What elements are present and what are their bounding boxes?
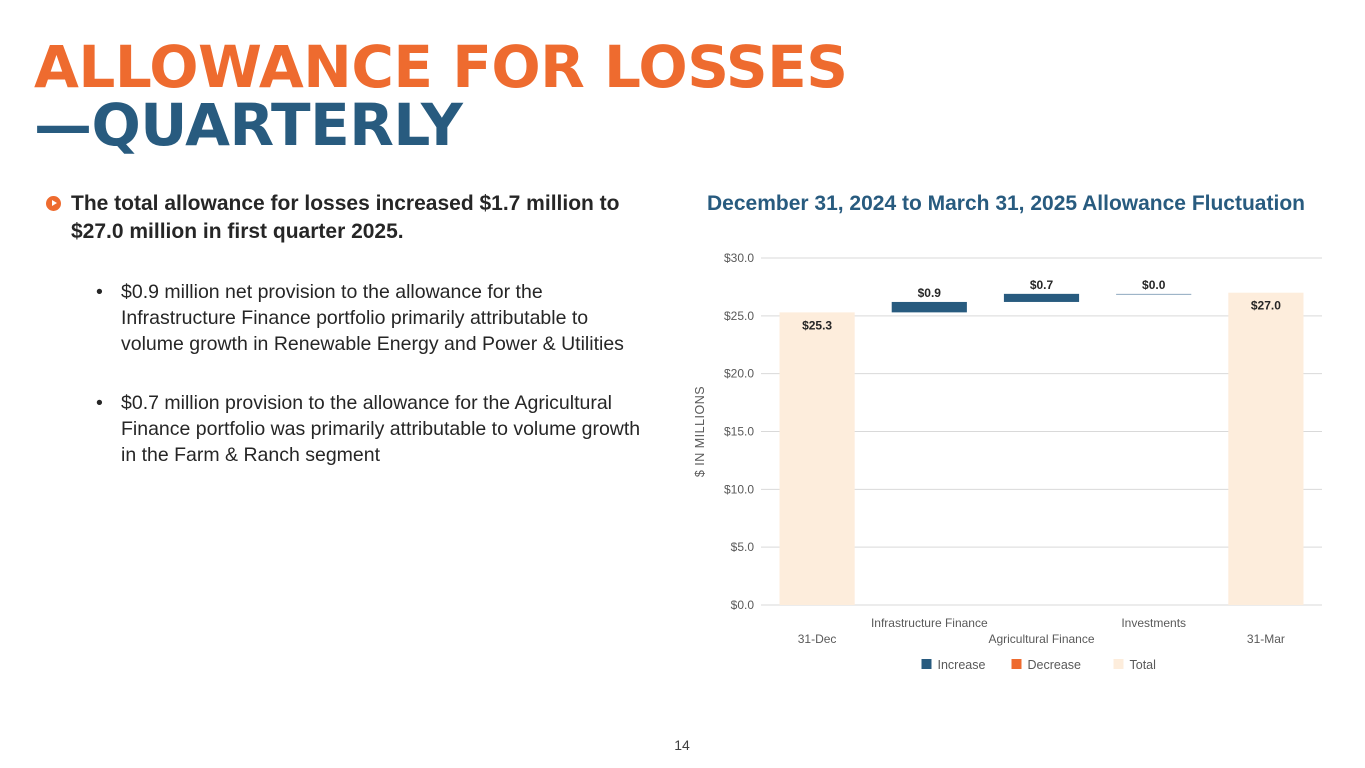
- sub-bullet: • $0.9 million net provision to the allo…: [46, 279, 646, 357]
- y-tick-label: $25.0: [724, 309, 754, 323]
- bullet-dot: •: [96, 392, 103, 414]
- y-tick-label: $5.0: [731, 540, 755, 554]
- legend-label: Increase: [938, 658, 986, 672]
- page-title: ALLOWANCE FOR LOSSES —QUARTERLY: [34, 38, 848, 154]
- y-tick-label: $10.0: [724, 482, 754, 496]
- increase-bar: [1116, 293, 1192, 295]
- x-tick-label: 31-Mar: [1247, 632, 1285, 646]
- increase-bar: [1003, 293, 1080, 302]
- chart-title: December 31, 2024 to March 31, 2025 Allo…: [707, 192, 1305, 215]
- legend-label: Total: [1130, 658, 1156, 672]
- waterfall-chart: $0.0 $5.0 $10.0 $15.0 $20.0 $25.0 $30.0 $ IN MI…: [693, 251, 1322, 672]
- data-label: $0.7: [1030, 278, 1054, 292]
- sub-bullet-text: $0.9 million net provision to the allowa…: [121, 281, 624, 355]
- total-bar: [1228, 292, 1304, 605]
- play-circle-icon: [46, 196, 61, 211]
- legend-swatch: [1113, 659, 1124, 669]
- increase-bar: [891, 301, 967, 313]
- data-label: $27.0: [1251, 299, 1281, 313]
- sub-bullet: • $0.7 million provision to the allowanc…: [46, 390, 646, 468]
- sub-bullet-text: $0.7 million provision to the allowance …: [121, 392, 641, 466]
- total-bar: [779, 312, 855, 605]
- y-tick-label: $30.0: [724, 251, 754, 265]
- legend-swatch: [921, 659, 932, 669]
- page-number: 14: [674, 737, 690, 753]
- sub-bullet-list: • $0.9 million net provision to the allo…: [46, 279, 646, 468]
- summary-bullet: The total allowance for losses increased…: [46, 190, 646, 246]
- x-tick-label: 31-Dec: [798, 632, 837, 646]
- x-tick-label: Agricultural Finance: [988, 632, 1094, 646]
- legend-label: Decrease: [1028, 658, 1082, 672]
- title-line-2: —QUARTERLY: [34, 91, 463, 159]
- data-label: $25.3: [802, 318, 832, 332]
- data-label: $0.0: [1142, 278, 1166, 292]
- bullet-dot: •: [96, 281, 103, 303]
- y-tick-label: $20.0: [724, 367, 754, 381]
- y-tick-label: $15.0: [724, 425, 754, 439]
- y-axis-label: $ IN MILLIONS: [693, 386, 707, 477]
- x-tick-label: Infrastructure Finance: [871, 616, 988, 630]
- y-tick-label: $0.0: [731, 598, 755, 612]
- legend-swatch: [1011, 659, 1022, 669]
- x-tick-label: Investments: [1121, 616, 1186, 630]
- summary-bullet-text: The total allowance for losses increased…: [71, 192, 620, 243]
- title-line-1: ALLOWANCE FOR LOSSES: [34, 33, 848, 101]
- data-label: $0.9: [918, 286, 942, 300]
- bullet-list: The total allowance for losses increased…: [46, 190, 646, 501]
